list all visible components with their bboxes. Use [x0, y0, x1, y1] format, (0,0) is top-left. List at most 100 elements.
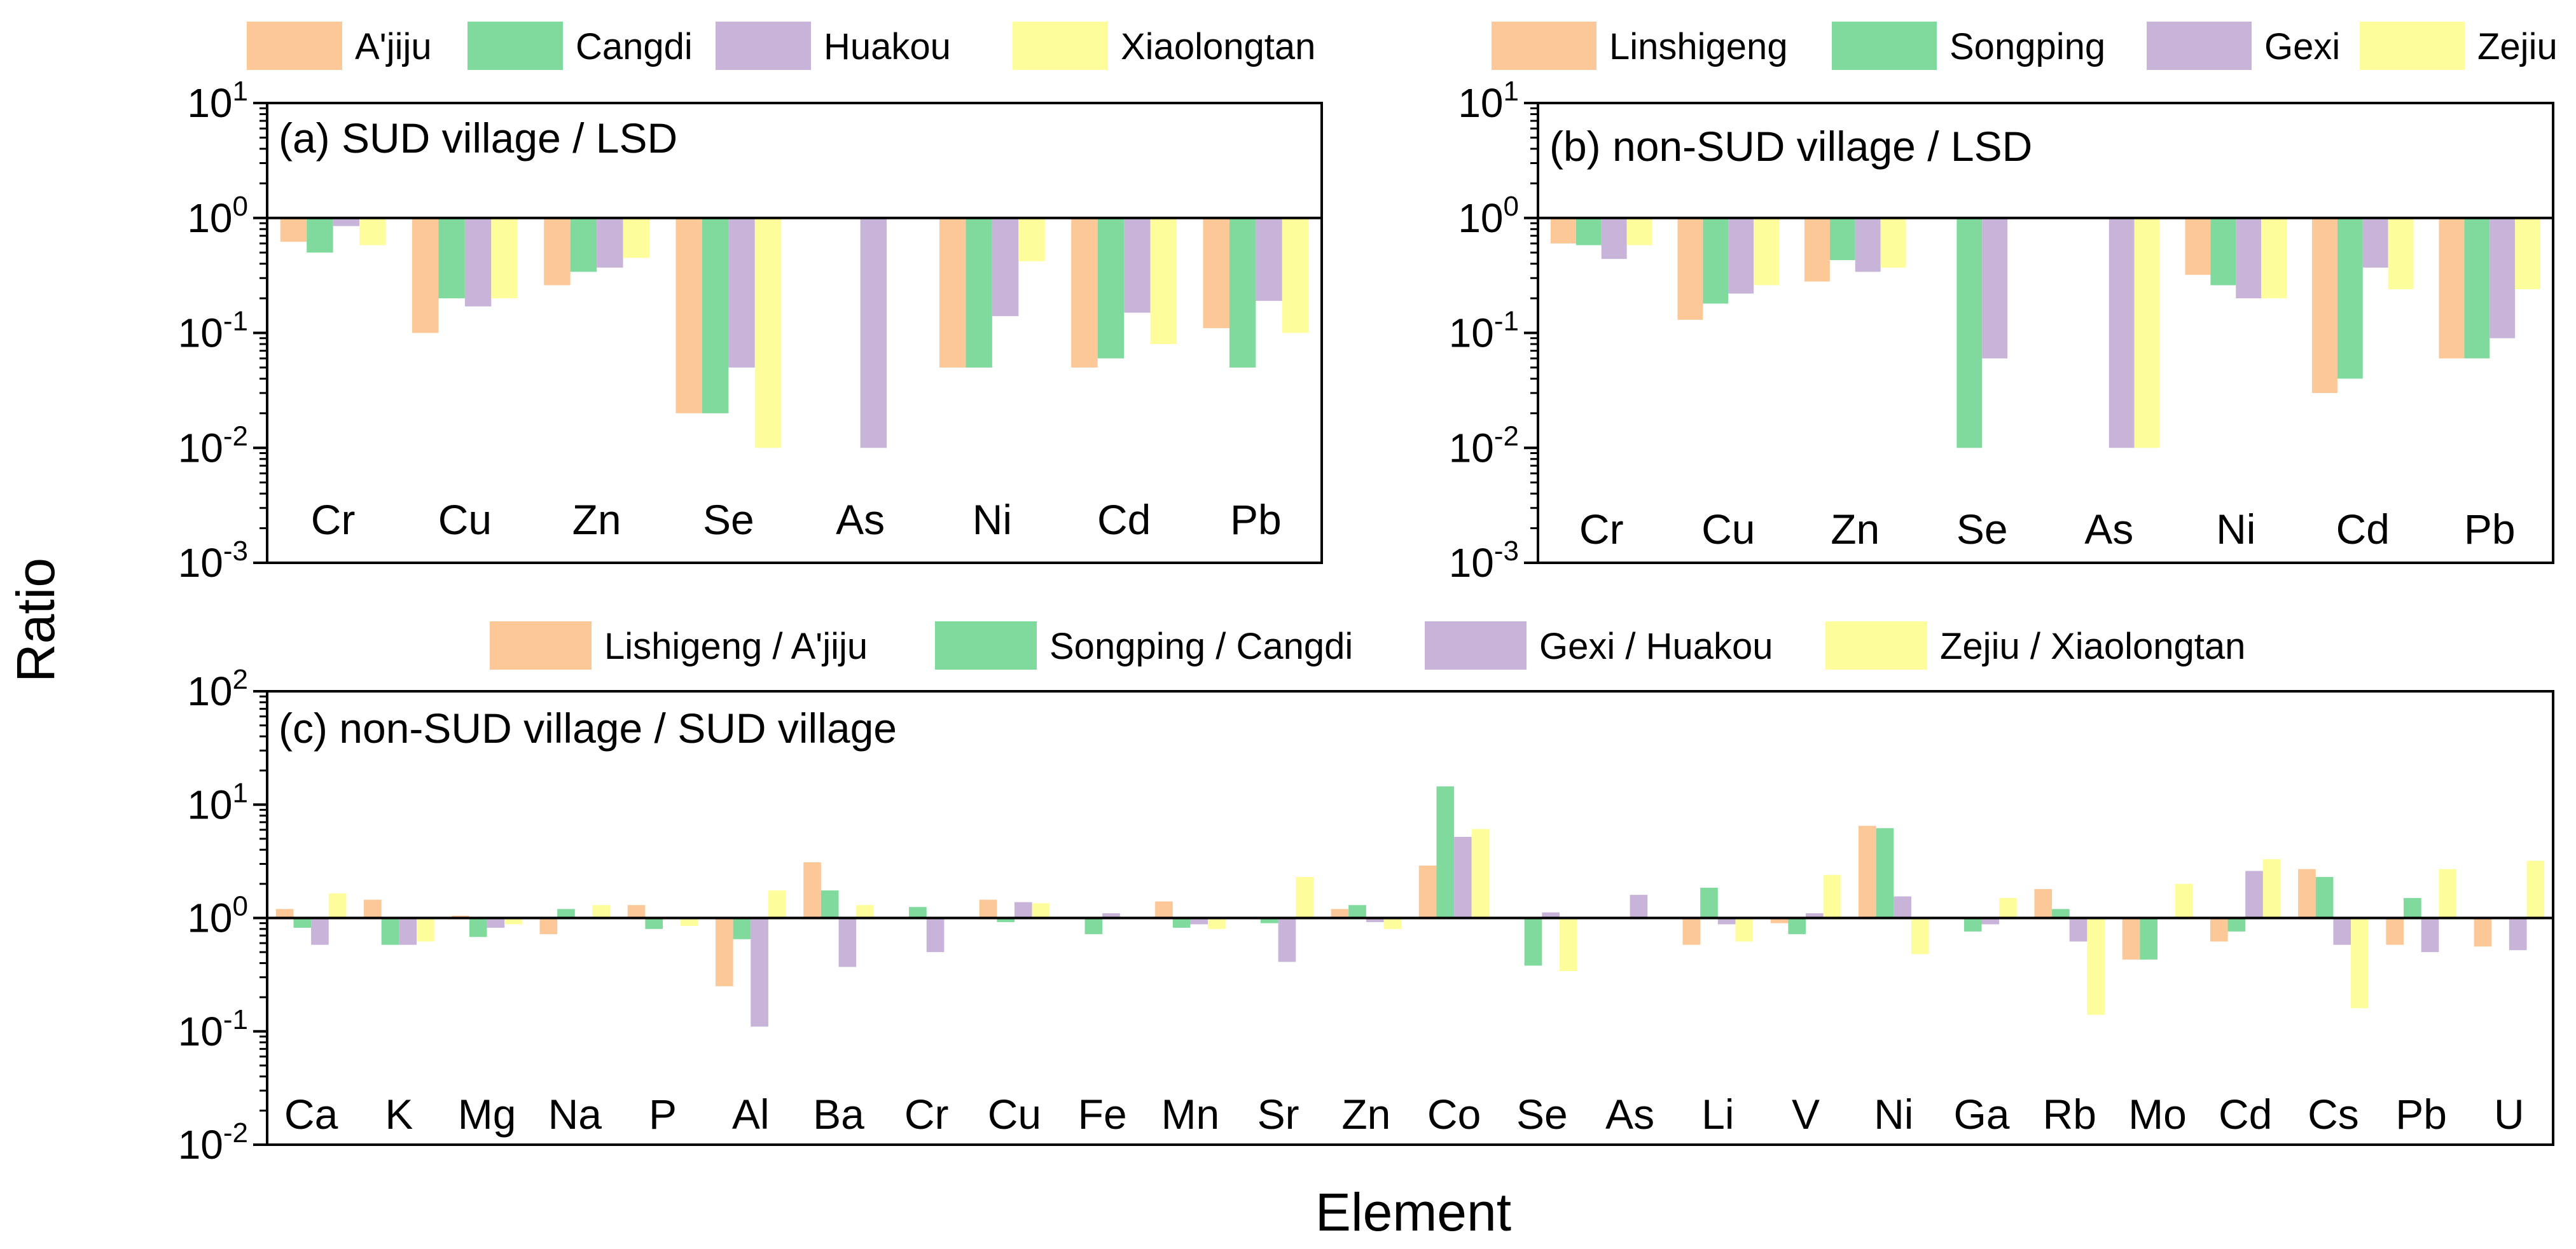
bar — [1071, 217, 1098, 368]
bar — [557, 909, 575, 918]
bar — [2351, 918, 2369, 1009]
category-label: Pb — [2464, 506, 2516, 553]
bar — [1876, 828, 1894, 918]
bar — [2185, 217, 2211, 275]
bar — [328, 893, 347, 918]
y-tick-label: 10-1 — [178, 1004, 248, 1054]
bar — [1542, 912, 1560, 918]
bar — [1524, 918, 1542, 966]
bar — [1894, 896, 1911, 918]
bar — [570, 217, 597, 272]
bar — [1471, 829, 1490, 918]
bar — [544, 217, 571, 286]
bar — [1880, 217, 1906, 268]
y-tick-label: 10-3 — [1449, 535, 1519, 586]
y-tick-label: 101 — [1458, 76, 1519, 126]
bar — [1981, 918, 2000, 925]
y-tick-label: 100 — [187, 891, 248, 941]
bar — [2261, 217, 2287, 299]
category-label: U — [2494, 1091, 2524, 1138]
category-label: As — [836, 496, 885, 543]
category-label: V — [1792, 1091, 1820, 1138]
chart-panel-b: Linshigeng Songping Gexi Zejiu 101 100 10-1 10-… — [1449, 22, 2558, 586]
bar — [1601, 217, 1627, 259]
bar — [1804, 217, 1830, 282]
category-label: Ga — [1953, 1091, 2009, 1138]
panel-title: (a) SUD village / LSD — [279, 114, 677, 162]
panel-title: (b) non-SUD village / LSD — [1549, 123, 2032, 170]
bar — [1172, 918, 1191, 928]
bar — [2109, 217, 2135, 448]
bar — [2210, 217, 2236, 286]
bar — [1770, 918, 1789, 923]
bar — [1124, 217, 1151, 313]
bar — [2122, 918, 2140, 960]
category-label: Fe — [1078, 1091, 1127, 1138]
bar — [469, 918, 487, 937]
bar — [1735, 918, 1754, 942]
bar — [1754, 217, 1780, 286]
bar — [1823, 874, 1841, 918]
bar — [1677, 217, 1703, 320]
bar — [2311, 217, 2337, 394]
bar — [2388, 217, 2414, 289]
bar — [2034, 888, 2053, 918]
bar — [803, 862, 821, 918]
legend-swatch — [1492, 22, 1596, 70]
bar — [2069, 918, 2088, 942]
category-label: Cu — [988, 1091, 1041, 1138]
bar — [2227, 918, 2246, 932]
legend-swatch — [467, 22, 563, 70]
legend-swatch — [1013, 22, 1108, 70]
legend-label: Gexi / Huakou — [1539, 626, 1773, 667]
bar — [592, 905, 611, 918]
legend-label: Xiaolongtan — [1121, 26, 1315, 67]
category-label: Cr — [904, 1091, 949, 1138]
bar — [1454, 836, 1472, 918]
bar — [1102, 913, 1120, 918]
category-label: Pb — [1230, 496, 1282, 543]
bar — [2439, 217, 2465, 359]
bar — [733, 918, 751, 939]
category-label: Rb — [2043, 1091, 2096, 1138]
bar — [1626, 217, 1652, 245]
legend-label: Zejiu / Xiaolongtan — [1940, 626, 2245, 667]
bar — [1982, 217, 2008, 359]
legend-label: Cangdi — [576, 26, 693, 67]
bar — [381, 918, 399, 945]
legend-swatch — [935, 621, 1037, 670]
bar — [856, 905, 874, 918]
bar — [2439, 869, 2456, 918]
bar — [2087, 918, 2105, 1015]
legend-swatch — [1825, 621, 1927, 670]
bar — [2333, 918, 2351, 945]
bar — [1700, 887, 1718, 918]
bar — [754, 217, 782, 448]
y-tick-label: 102 — [187, 664, 248, 714]
bar — [438, 217, 465, 299]
bar — [293, 918, 312, 928]
bar — [2052, 909, 2070, 918]
bar — [1806, 913, 1824, 918]
y-tick-label: 100 — [1458, 191, 1519, 241]
legend-swatch — [2147, 22, 2252, 70]
category-label: Al — [732, 1091, 770, 1138]
bar — [1855, 217, 1881, 272]
bar — [1559, 918, 1577, 972]
category-label: Zn — [572, 496, 621, 543]
bar — [1018, 217, 1045, 261]
bar — [399, 918, 417, 945]
chart-panel-a: A'jiju Cangdi Huakou Xiaolongtan 101 100 10-1 1… — [178, 22, 1323, 586]
bar — [1682, 918, 1701, 945]
bar — [464, 217, 492, 307]
bar — [838, 918, 857, 967]
chart-panel-c: Lishigeng / A'jiju Songping / Cangdi Gexi … — [178, 621, 2554, 1168]
bar — [1296, 877, 1313, 918]
category-label: Zn — [1341, 1091, 1390, 1138]
bar — [623, 217, 650, 258]
bar — [1436, 786, 1455, 918]
bar — [1203, 217, 1229, 329]
legend-label: Zejiu — [2477, 26, 2558, 67]
legend-label: Songping — [1949, 26, 2105, 67]
bar — [1190, 918, 1208, 925]
